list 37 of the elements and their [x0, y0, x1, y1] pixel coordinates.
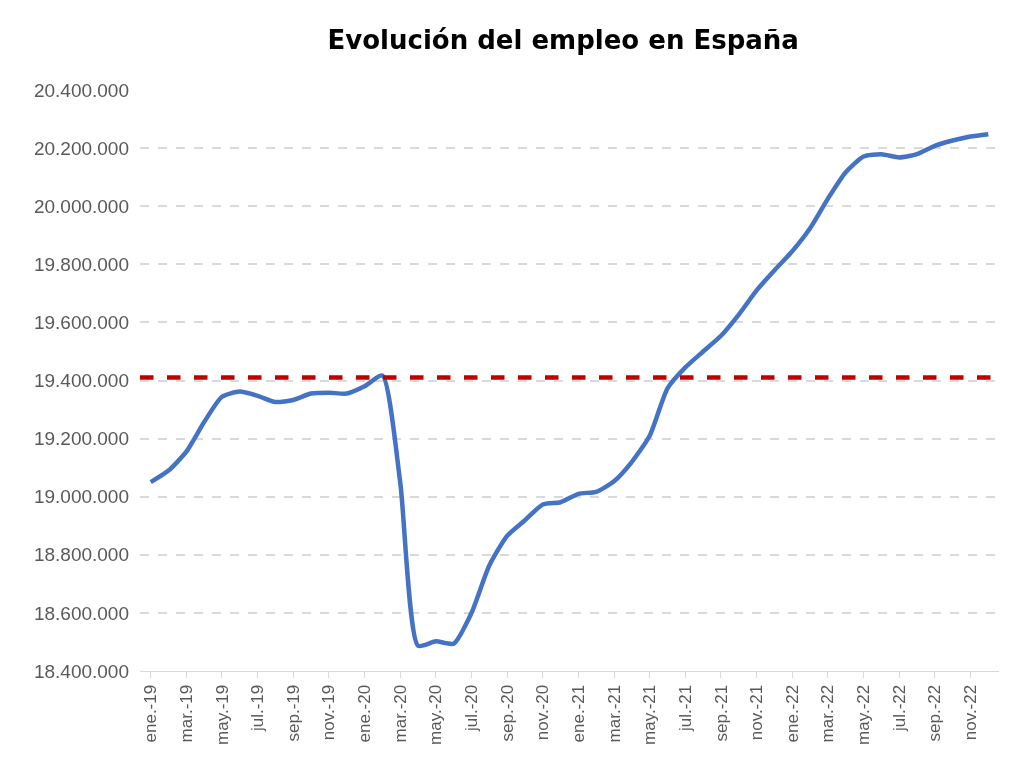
x-tick-label: sep.-20	[497, 684, 517, 742]
x-tick-label: sep.-21	[711, 684, 731, 742]
y-tick-label: 18.800.000	[33, 544, 129, 566]
y-tick-label: 19.600.000	[33, 312, 129, 334]
x-tick-label: jul.-20	[462, 684, 482, 733]
x-tick-label: sep.-22	[925, 684, 945, 742]
y-tick-label: 18.400.000	[33, 660, 129, 682]
y-tick-label: 19.400.000	[33, 370, 129, 392]
x-tick-label: ene.-19	[141, 684, 161, 743]
x-tick-label: sep.-19	[283, 684, 303, 742]
x-tick-label: jul.-19	[248, 684, 268, 733]
x-tick-label: mar.-19	[176, 684, 196, 743]
y-tick-label: 20.400.000	[33, 79, 129, 101]
x-tick-label: nov.-20	[533, 684, 553, 741]
x-tick-label: jul.-21	[675, 684, 695, 733]
x-tick-label: ene.-22	[782, 684, 802, 743]
x-tick-label: mar.-21	[604, 684, 624, 743]
x-tick-label: mar.-22	[818, 684, 838, 743]
chart-title: Evolución del empleo en España	[327, 25, 799, 56]
x-tick-label: may.-19	[212, 684, 232, 745]
y-tick-label: 19.000.000	[33, 486, 129, 508]
y-tick-label: 20.200.000	[33, 137, 129, 159]
x-tick-label: nov.-19	[319, 684, 339, 741]
x-tick-label: ene.-21	[568, 684, 588, 743]
y-tick-label: 19.800.000	[33, 253, 129, 275]
x-tick-label: ene.-20	[355, 684, 375, 743]
x-tick-label: may.-22	[854, 684, 874, 745]
y-tick-label: 20.000.000	[33, 195, 129, 217]
x-tick-label: nov.-22	[961, 684, 981, 741]
x-tick-label: nov.-21	[747, 684, 767, 741]
x-tick-label: may.-21	[640, 684, 660, 745]
line-series	[148, 131, 991, 648]
y-tick-label: 19.200.000	[33, 428, 129, 450]
x-tick-label: mar.-20	[390, 684, 410, 743]
x-tick-label: may.-20	[426, 684, 446, 745]
y-tick-label: 18.600.000	[33, 602, 129, 624]
x-tick-label: jul.-22	[889, 684, 909, 733]
